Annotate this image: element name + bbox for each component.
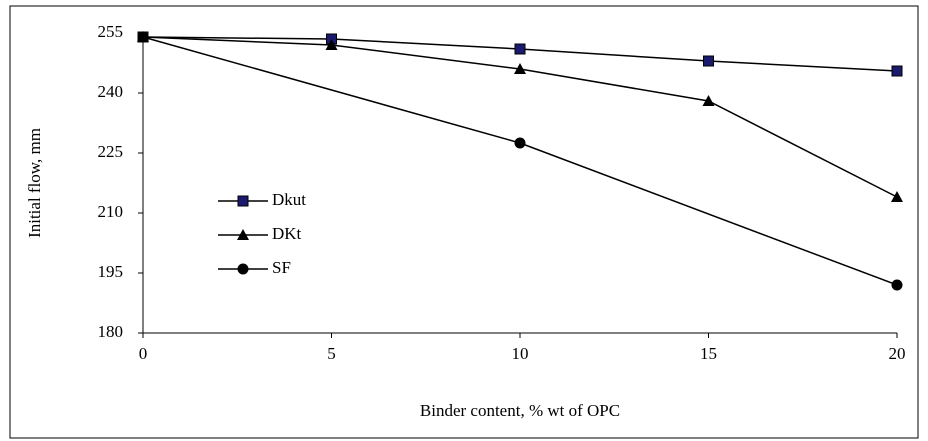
legend-marker [237,229,249,240]
frame [9,5,919,439]
legend-marker [237,195,249,207]
y-tick-label: 240 [98,82,124,101]
legend-marker [237,263,249,275]
y-tick-label: 210 [98,202,124,221]
x-tick-label: 5 [327,344,336,363]
marker [891,279,903,291]
y-tick-label: 255 [98,22,124,41]
y-axis-title: Initial flow, mm [25,128,44,238]
marker [514,63,526,74]
x-tick-label: 20 [889,344,906,363]
marker [514,137,526,149]
x-tick-label: 10 [512,344,529,363]
x-axis-title: Binder content, % wt of OPC [420,401,620,420]
series-line [142,36,898,286]
y-tick-label: 180 [98,322,124,341]
y-tick-label: 195 [98,262,124,281]
marker [137,31,149,43]
series-line [142,36,898,198]
legend-label: DKt [272,224,302,243]
legend-label: SF [272,258,291,277]
legend-label: Dkut [272,190,306,209]
marker [891,65,903,77]
x-tick-label: 15 [700,344,717,363]
marker [325,39,338,50]
x-tick-label: 0 [139,344,148,363]
marker [891,191,903,202]
marker [702,95,715,106]
marker [703,55,714,67]
y-tick-label: 225 [98,142,124,161]
marker [514,43,526,55]
